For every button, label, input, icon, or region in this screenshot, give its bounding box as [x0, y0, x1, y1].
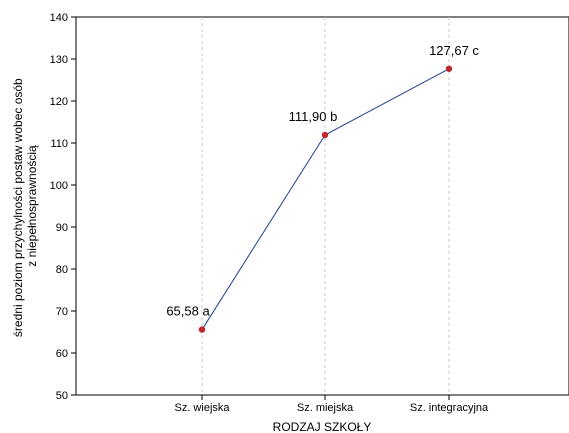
gridlines: [201, 17, 450, 395]
x-tick-label: Sz. integracyjna: [410, 402, 489, 414]
y-tick-label: 100: [50, 180, 68, 192]
y-axis-title: średni poziom przychylności postaw wobec…: [11, 75, 39, 337]
y-tick-label: 140: [50, 12, 68, 24]
data-label: 65,58 a: [166, 304, 210, 319]
y-tick-label: 110: [50, 138, 68, 150]
y-axis-title-line-1: średni poziom przychylności postaw wobec…: [11, 78, 25, 337]
data-label: 127,67 c: [429, 43, 479, 58]
y-tick-label: 90: [56, 222, 68, 234]
x-axis-title: RODZAJ SZKOŁY: [273, 420, 372, 433]
plot-frame: [75, 16, 569, 396]
series: 65,58 a 111,90 b 127,67 c: [166, 43, 479, 333]
x-tick-label: Sz. miejska: [297, 402, 354, 414]
y-tick-label: 80: [56, 264, 68, 276]
y-tick-label: 70: [56, 306, 68, 318]
y-axis-title-line-2: z niepełnosprawnością: [25, 145, 39, 267]
y-tick-label: 120: [50, 96, 68, 108]
data-point: [445, 65, 453, 72]
data-label: 111,90 b: [289, 109, 338, 124]
data-point: [198, 326, 206, 333]
data-point: [321, 131, 329, 139]
x-tick-label: Sz. wiejska: [174, 402, 230, 414]
y-tick-label: 60: [56, 348, 68, 360]
x-axis: Sz. wiejska Sz. miejska Sz. integracyjna: [174, 395, 489, 414]
y-tick-label: 130: [50, 54, 68, 66]
y-axis: 50 60 70 80 90 100 110 120 130 140: [50, 12, 76, 402]
y-tick-label: 50: [56, 390, 68, 402]
